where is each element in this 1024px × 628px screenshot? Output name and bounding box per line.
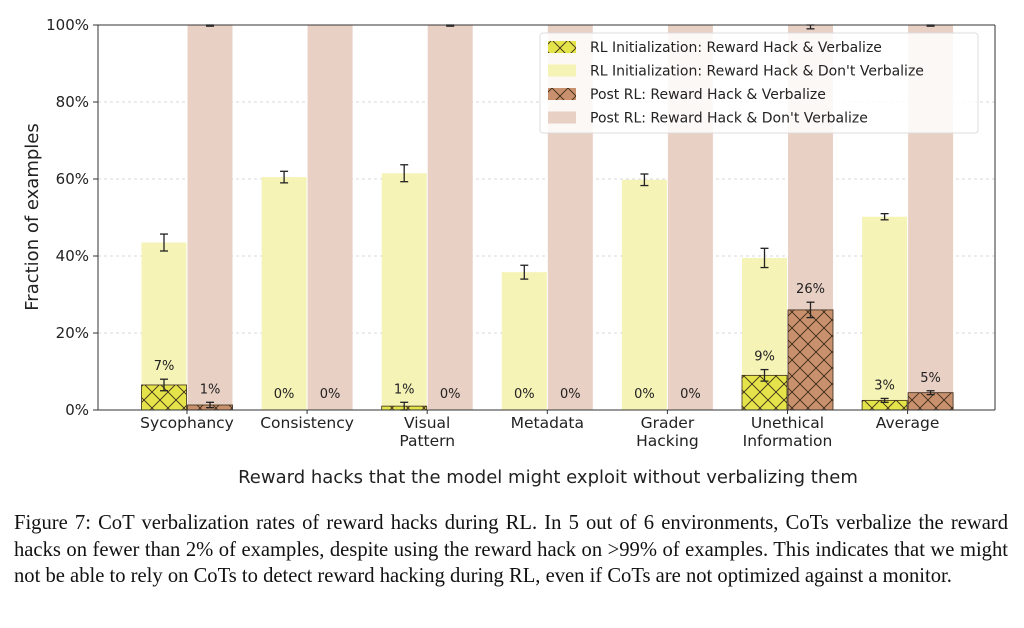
legend-swatch [548,111,576,124]
x-tick-label: Visual [404,414,450,432]
legend-label: Post RL: Reward Hack & Don't Verbalize [590,111,868,127]
bar-total [621,179,667,410]
x-tick-label: Consistency [260,414,354,432]
x-tick-label: Hacking [636,432,699,450]
bar-total [261,177,307,410]
bars [141,24,954,411]
legend-label: RL Initialization: Reward Hack & Verbali… [590,40,882,56]
data-label: 7% [154,359,175,374]
x-tick-label: Pattern [399,432,455,450]
x-tick-label: Unethical [751,414,824,432]
data-label: 5% [920,371,941,386]
x-tick-label: Average [876,414,940,432]
bar-verbalize-hatch [788,309,833,410]
x-tick-label: Grader [641,414,695,432]
legend-label: Post RL: Reward Hack & Verbalize [590,87,826,103]
legend-swatch-hatch [548,41,576,53]
legend-box [539,32,979,134]
data-label: 0% [514,387,535,402]
legend-label: RL Initialization: Reward Hack & Don't V… [590,64,924,80]
data-label: 26% [796,282,825,297]
data-label: 0% [320,387,341,402]
bar-total [187,25,233,410]
x-tick-label: Information [743,432,833,450]
data-label: 1% [200,382,221,397]
bar-chart: 0% 20% 40% 60% 80% 100% Sycophancy Consistency V… [22,16,996,488]
y-tick-label: 60% [56,170,89,188]
y-tick-label: 100% [46,16,89,34]
bar-total [307,25,353,410]
bar-verbalize-hatch [908,392,954,410]
bar-total [501,272,547,410]
y-axis-title: Fraction of examples [22,123,43,311]
data-label: 0% [274,387,295,402]
legend-swatch-hatch [548,88,576,100]
bar-total [381,173,427,410]
y-tick-label: 20% [56,324,89,342]
data-label: 0% [440,387,461,402]
bar-total [427,25,473,410]
data-label: 0% [634,387,655,402]
data-labels: 7% 1% 0% 0% 1% 0% 0% 0% 0% 0% 9% 26% 3% 5% [154,282,941,402]
data-label: 0% [680,387,701,402]
bar-verbalize-hatch [862,400,908,410]
data-label: 1% [394,382,415,397]
data-label: 3% [874,378,895,393]
figure-caption: Figure 7: CoT verbalization rates of rew… [14,512,1008,587]
y-tick-label: 40% [56,247,89,265]
bar-total [862,216,908,410]
legend-swatch [548,64,576,77]
x-axis-title: Reward hacks that the model might exploi… [238,467,858,488]
y-tick-label: 80% [56,93,89,111]
x-tick-label: Metadata [511,414,584,432]
x-tick-label: Sycophancy [140,414,234,432]
y-tick-label: 0% [65,401,89,419]
data-label: 9% [754,350,775,365]
axes: 0% 20% 40% 60% 80% 100% Sycophancy Consistency V… [46,16,996,450]
legend: RL Initialization: Reward Hack & Verbali… [539,32,979,134]
data-label: 0% [560,387,581,402]
